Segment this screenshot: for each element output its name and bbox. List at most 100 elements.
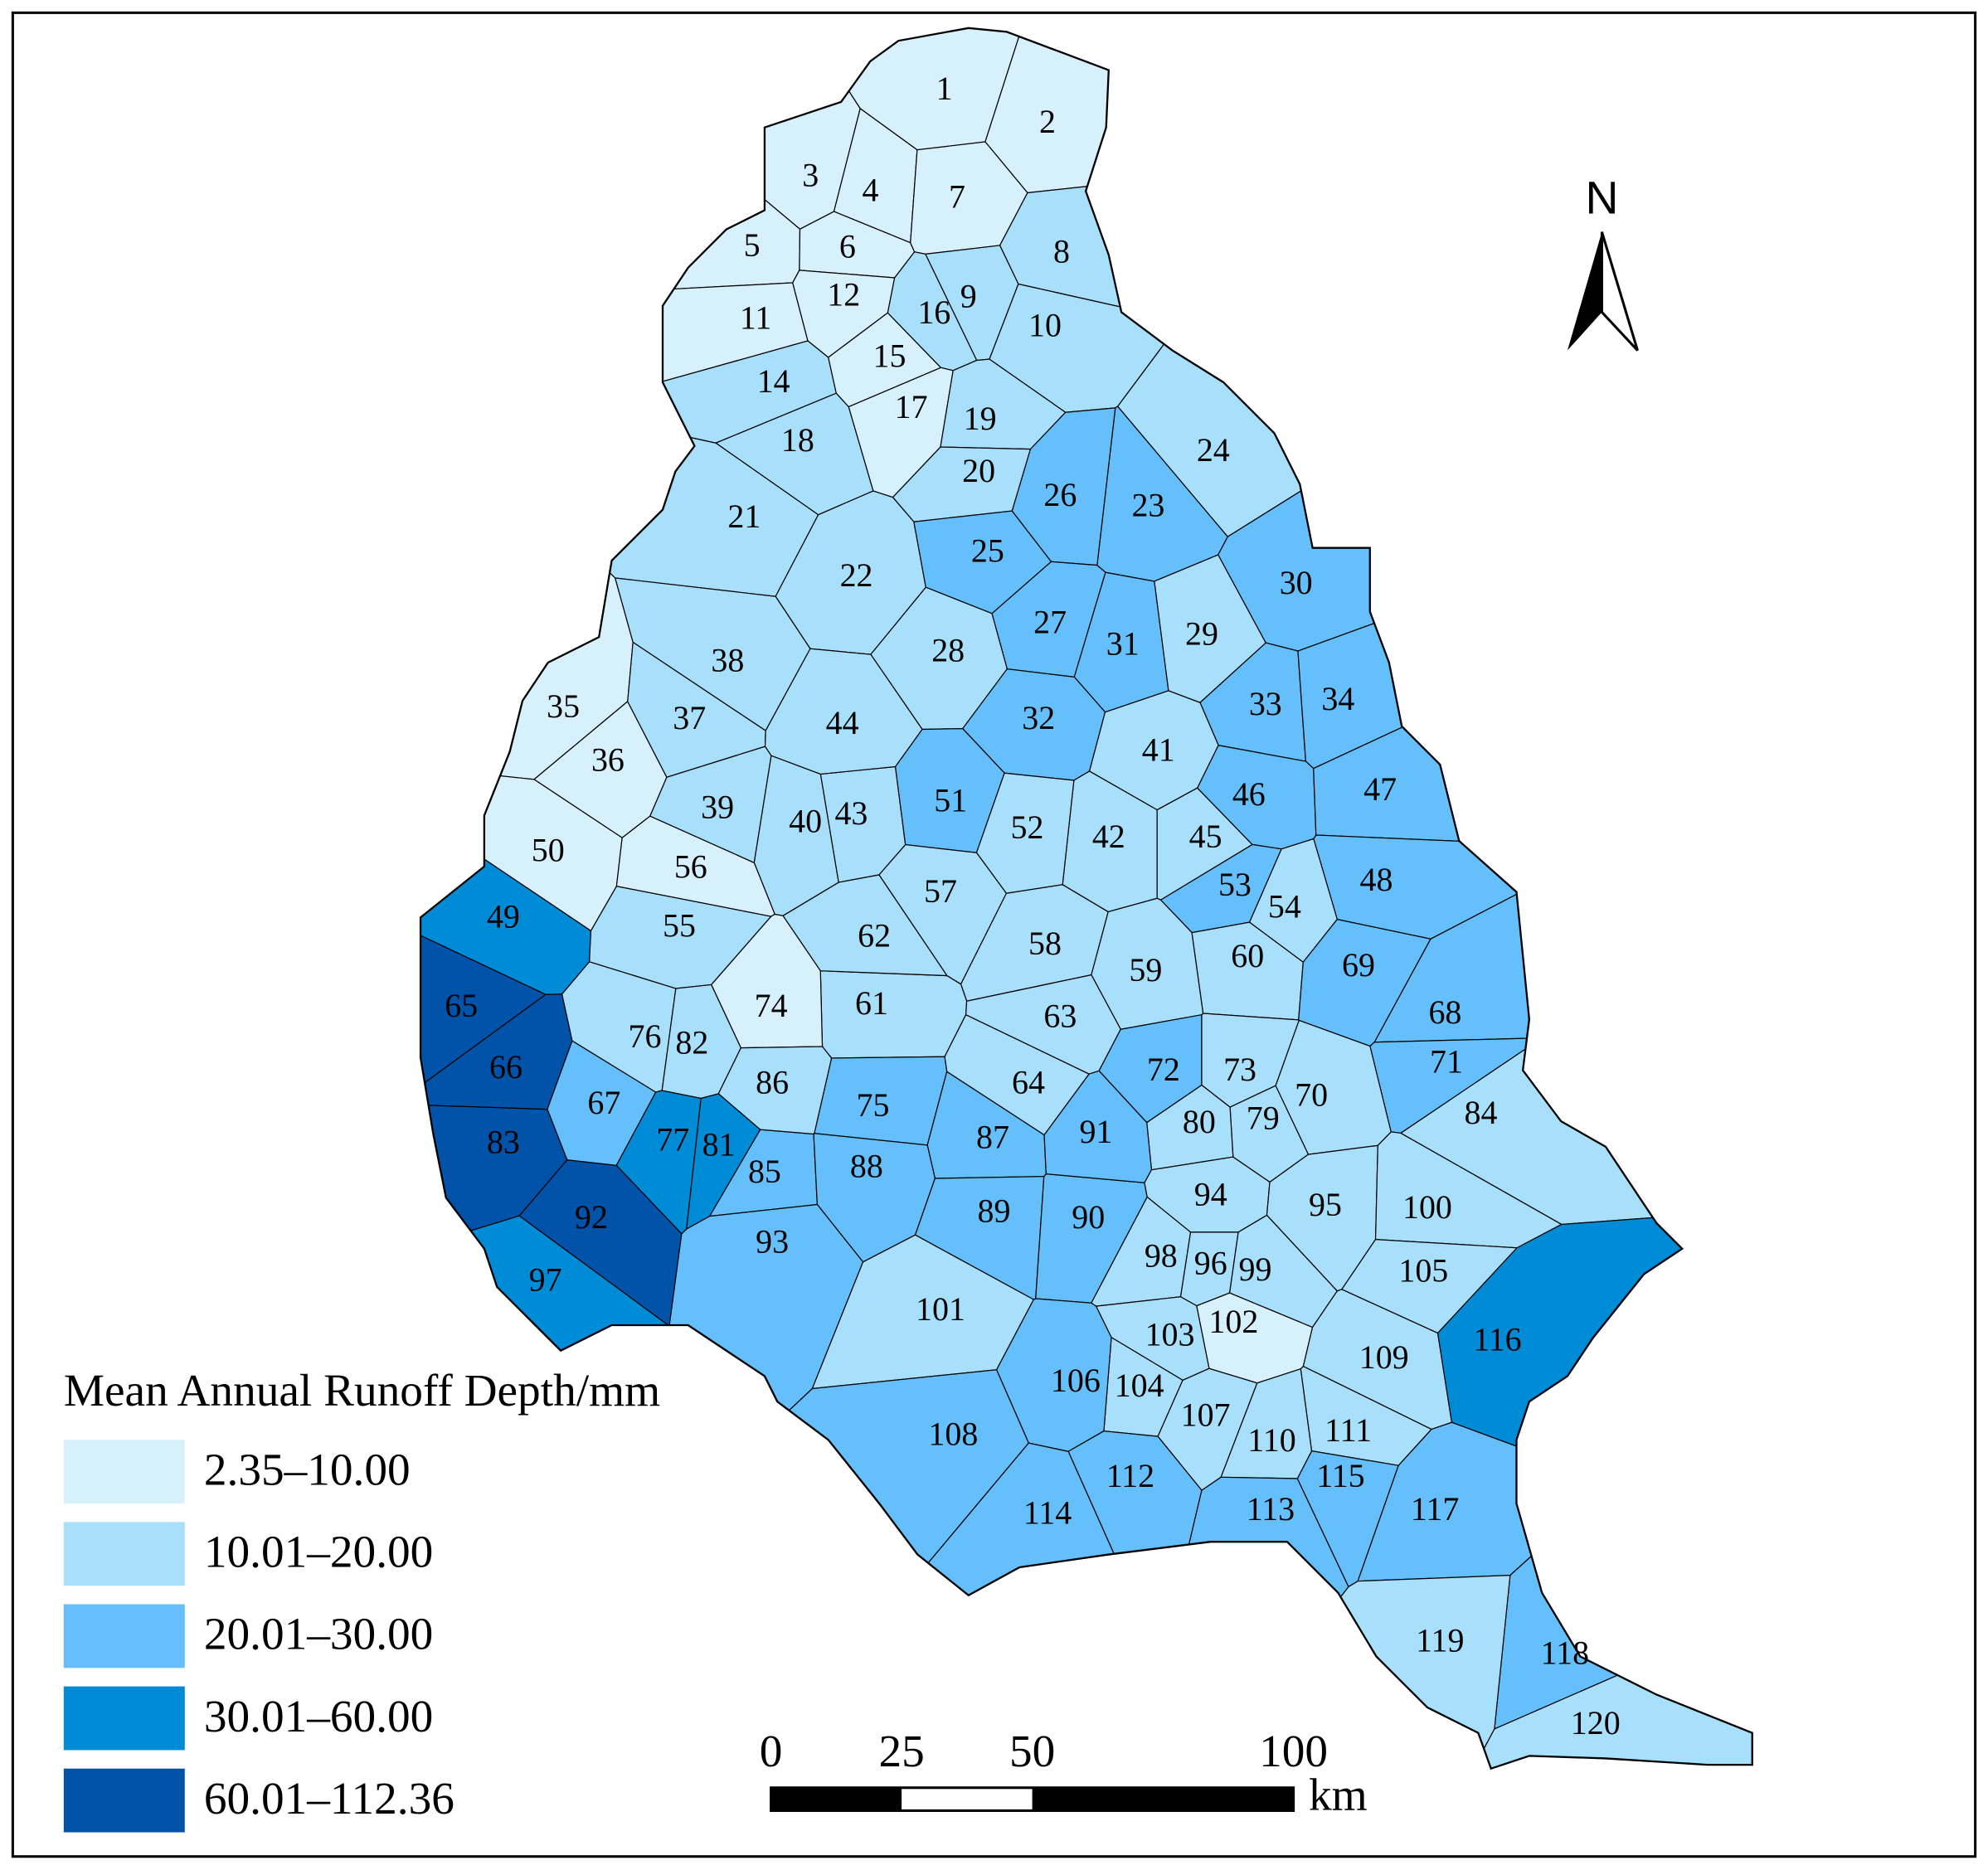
basin-label: 23 — [1131, 486, 1164, 523]
basin-label: 39 — [701, 788, 734, 825]
legend-label: 30.01–60.00 — [204, 1691, 433, 1741]
basin-label: 60 — [1231, 937, 1264, 974]
basin-label: 94 — [1194, 1176, 1227, 1213]
legend-label: 20.01–30.00 — [204, 1609, 433, 1659]
basin-label: 79 — [1247, 1099, 1280, 1136]
basin-label: 116 — [1473, 1321, 1521, 1358]
basin-label: 4 — [862, 172, 878, 209]
scale-tick-label: 0 — [760, 1726, 783, 1776]
legend-label: 2.35–10.00 — [204, 1444, 411, 1494]
basin-label: 120 — [1571, 1704, 1621, 1741]
basin-label: 96 — [1194, 1244, 1227, 1281]
legend-swatch — [63, 1768, 185, 1833]
basin-label: 8 — [1053, 232, 1070, 270]
basin-label: 16 — [917, 294, 950, 331]
scale-tick-label: 25 — [878, 1726, 924, 1776]
basin-label: 25 — [971, 532, 1004, 570]
legend-swatch — [63, 1686, 185, 1751]
basin-label: 72 — [1147, 1051, 1180, 1088]
basin-label: 17 — [895, 388, 928, 425]
basin-label: 119 — [1416, 1621, 1464, 1659]
scale-bar-segment — [1032, 1787, 1294, 1811]
basin-label: 30 — [1280, 564, 1313, 601]
basin-label: 117 — [1411, 1490, 1459, 1528]
basin-label: 34 — [1321, 680, 1354, 717]
legend-swatch — [63, 1604, 185, 1668]
basin-label: 105 — [1398, 1252, 1448, 1290]
basin-label: 5 — [744, 226, 761, 264]
basin-label: 67 — [587, 1084, 620, 1121]
basin-label: 35 — [547, 687, 580, 725]
basin-label: 83 — [487, 1124, 520, 1161]
basin-label: 36 — [591, 741, 625, 779]
basin-label: 90 — [1072, 1198, 1105, 1236]
basin-label: 48 — [1359, 861, 1393, 898]
basin-label: 21 — [727, 498, 761, 535]
basin-label: 82 — [675, 1024, 708, 1061]
basin-label: 42 — [1092, 818, 1125, 855]
basin-label: 62 — [858, 917, 891, 954]
basin-label: 74 — [755, 987, 788, 1024]
basin-label: 101 — [916, 1290, 965, 1328]
basin-label: 51 — [934, 782, 967, 819]
basin-label: 3 — [802, 156, 819, 193]
basin-label: 99 — [1239, 1251, 1272, 1288]
map-layer: 123 45 67891011121415161718192021222324252… — [11, 11, 1977, 1858]
basin-label: 11 — [740, 299, 771, 336]
basin-label: 118 — [1541, 1634, 1589, 1672]
scale-bar-segment — [770, 1787, 902, 1811]
basin-label: 32 — [1022, 699, 1055, 736]
basin-label: 15 — [873, 337, 907, 374]
basin-label: 61 — [855, 984, 888, 1022]
basin-label: 10 — [1028, 307, 1062, 344]
basin-label: 31 — [1106, 625, 1140, 663]
basin-label: 113 — [1247, 1490, 1295, 1528]
basin-label: 84 — [1464, 1094, 1497, 1131]
basin-label: 112 — [1106, 1457, 1154, 1494]
basin-label: 97 — [529, 1260, 562, 1298]
basin-outline — [419, 27, 1753, 1770]
basin-label: 22 — [840, 556, 873, 594]
basin-label: 37 — [673, 699, 706, 736]
basin-label: 69 — [1342, 946, 1375, 984]
basin-label: 91 — [1079, 1113, 1112, 1150]
basin-label: 40 — [789, 802, 822, 839]
basin-label: 63 — [1043, 997, 1077, 1034]
basin-label: 89 — [978, 1192, 1011, 1229]
basin-label: 75 — [857, 1086, 890, 1124]
basin-label: 107 — [1181, 1396, 1231, 1433]
basin-label: 28 — [931, 631, 965, 668]
basin-label: 26 — [1043, 476, 1077, 513]
basin-label: 102 — [1208, 1303, 1258, 1340]
basin-label: 29 — [1185, 614, 1218, 652]
basin-label: 49 — [487, 898, 520, 935]
basin-label: 57 — [924, 872, 957, 910]
basin-label: 100 — [1402, 1188, 1452, 1226]
north-arrow: N — [1567, 172, 1639, 352]
basin-label: 87 — [976, 1118, 1009, 1155]
basin-label: 33 — [1249, 685, 1282, 722]
basin-label: 111 — [1325, 1411, 1372, 1449]
basin-label: 81 — [702, 1126, 736, 1163]
basin-label: 85 — [748, 1153, 781, 1190]
scale-tick-label: 100 — [1259, 1726, 1328, 1776]
basin-label: 19 — [964, 400, 997, 437]
north-label: N — [1585, 172, 1618, 223]
basin-label: 66 — [489, 1048, 523, 1086]
north-arrow-right — [1600, 231, 1639, 352]
basin-label: 55 — [663, 906, 696, 944]
basin-label: 103 — [1145, 1316, 1195, 1353]
basin-label: 77 — [656, 1120, 689, 1158]
basin-label: 86 — [756, 1063, 789, 1100]
basin-label: 2 — [1039, 103, 1056, 140]
basin-label: 110 — [1247, 1421, 1295, 1459]
basin-label: 52 — [1010, 809, 1043, 846]
basin-label: 80 — [1183, 1103, 1216, 1140]
scale-unit: km — [1309, 1769, 1368, 1819]
basin-label: 47 — [1363, 770, 1397, 808]
basin-label: 27 — [1033, 604, 1067, 641]
basin-label: 38 — [711, 642, 744, 679]
basin-label: 54 — [1268, 887, 1301, 925]
basin-label: 108 — [928, 1415, 978, 1452]
